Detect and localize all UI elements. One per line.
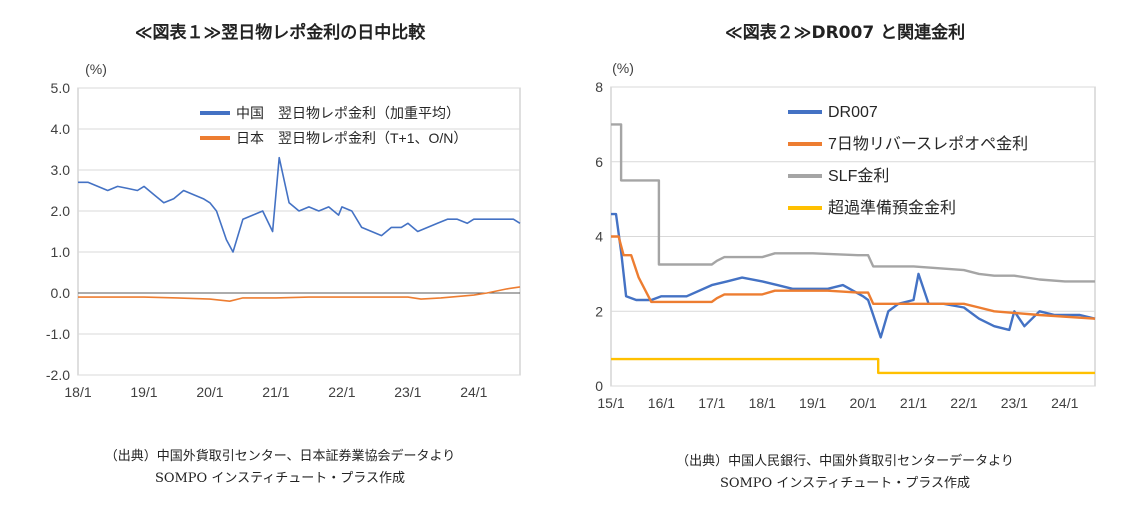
source-line-2: SOMPO インスティチュート・プラス作成	[719, 476, 971, 491]
y-tick-label: -2.0	[46, 367, 70, 383]
y-tick-label: 1.0	[51, 244, 71, 260]
y-tick-label: 2	[595, 303, 603, 319]
x-tick-label: 19/1	[130, 384, 157, 400]
x-tick-label: 24/1	[1051, 395, 1078, 411]
source-line-1: （出典）中国外貨取引センター、日本証券業協会データより	[104, 449, 456, 464]
chart-title: ≪図表１≫翌日物レポ金利の日中比較	[134, 23, 426, 43]
chart-panel-1: ≪図表１≫翌日物レポ金利の日中比較 5.0 4.0 3.0 2.0 1.0 0.0 -1.0…	[0, 0, 560, 519]
y-tick-label: 4	[595, 229, 603, 245]
y-tick-label: 5.0	[51, 80, 71, 96]
source-line-1: （出典）中国人民銀行、中国外貨取引センターデータより	[676, 454, 1014, 469]
x-tick-label: 24/1	[460, 384, 487, 400]
x-tick-label: 15/1	[597, 395, 624, 411]
x-tick-label: 20/1	[849, 395, 876, 411]
chart-title: ≪図表２≫DR007 と関連金利	[724, 23, 966, 43]
legend-label: DR007	[828, 104, 878, 121]
y-tick-label: 3.0	[51, 162, 71, 178]
y-axis-unit: (%)	[85, 61, 107, 77]
series-line	[78, 156, 521, 253]
series-line	[611, 357, 1095, 375]
chart-1-svg: 5.0 4.0 3.0 2.0 1.0 0.0 -1.0 -2.018/1 19/1 20/1 21…	[46, 61, 521, 400]
chart-2-svg: 8 6 4 2 015/1 16/1 17/1 18/1 19/1 20/1 21/1 22/1 23/…	[595, 60, 1096, 411]
source-line-2: SOMPO インスティチュート・プラス作成	[154, 471, 406, 486]
x-tick-label: 17/1	[698, 395, 725, 411]
chart-source: （出典）中国人民銀行、中国外貨取引センターデータより SOMPO インスティチュ…	[563, 451, 1127, 495]
x-tick-label: 22/1	[328, 384, 355, 400]
x-tick-label: 18/1	[64, 384, 91, 400]
x-tick-label: 16/1	[648, 395, 675, 411]
x-tick-label: 18/1	[749, 395, 776, 411]
series-line	[611, 123, 1095, 283]
x-tick-label: 23/1	[394, 384, 421, 400]
series-line	[78, 286, 521, 302]
series-line	[611, 212, 1096, 339]
y-tick-label: 2.0	[51, 203, 71, 219]
x-tick-label: 21/1	[900, 395, 927, 411]
y-tick-label: 8	[595, 79, 603, 95]
x-tick-label: 20/1	[196, 384, 223, 400]
y-tick-label: 4.0	[51, 121, 71, 137]
chart-source: （出典）中国外貨取引センター、日本証券業協会データより SOMPO インスティチ…	[0, 446, 560, 490]
y-tick-label: -1.0	[46, 326, 70, 342]
x-tick-label: 19/1	[799, 395, 826, 411]
y-tick-label: 0.0	[51, 285, 71, 301]
series-line	[611, 235, 1096, 320]
legend-label: 超過準備預金金利	[828, 199, 956, 217]
y-tick-label: 0	[595, 378, 603, 394]
y-tick-label: 6	[595, 154, 603, 170]
legend-label: 日本 翌日物レポ金利（T+1、O/N）	[236, 130, 467, 146]
y-axis-unit: (%)	[612, 60, 634, 76]
legend-label: 中国 翌日物レポ金利（加重平均）	[236, 105, 460, 121]
x-tick-label: 22/1	[950, 395, 977, 411]
x-tick-label: 23/1	[1001, 395, 1028, 411]
x-tick-label: 21/1	[262, 384, 289, 400]
legend-label: 7日物リバースレポオペ金利	[828, 135, 1028, 153]
chart-panel-2: ≪図表２≫DR007 と関連金利 8 6 4 2 0 15/1 16/1 17/1 18/1 19…	[563, 0, 1127, 519]
legend-label: SLF金利	[828, 167, 889, 185]
